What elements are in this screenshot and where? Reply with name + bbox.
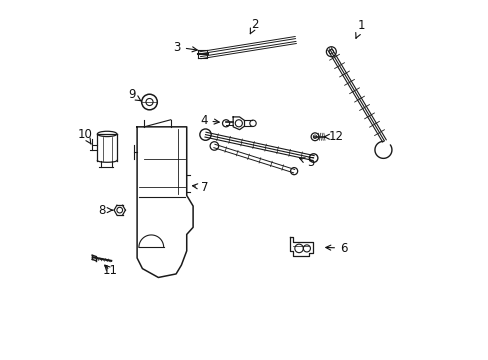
Text: 4: 4 — [200, 114, 219, 127]
Text: 2: 2 — [250, 18, 258, 34]
Text: 8: 8 — [98, 204, 112, 217]
Text: 3: 3 — [173, 41, 197, 54]
Text: 5: 5 — [299, 157, 314, 170]
Text: 7: 7 — [192, 181, 208, 194]
Text: 1: 1 — [355, 19, 365, 38]
Text: 12: 12 — [324, 130, 343, 143]
Text: 9: 9 — [128, 89, 141, 102]
Text: 11: 11 — [102, 264, 117, 277]
Text: 6: 6 — [325, 242, 347, 255]
Text: 10: 10 — [78, 128, 92, 144]
